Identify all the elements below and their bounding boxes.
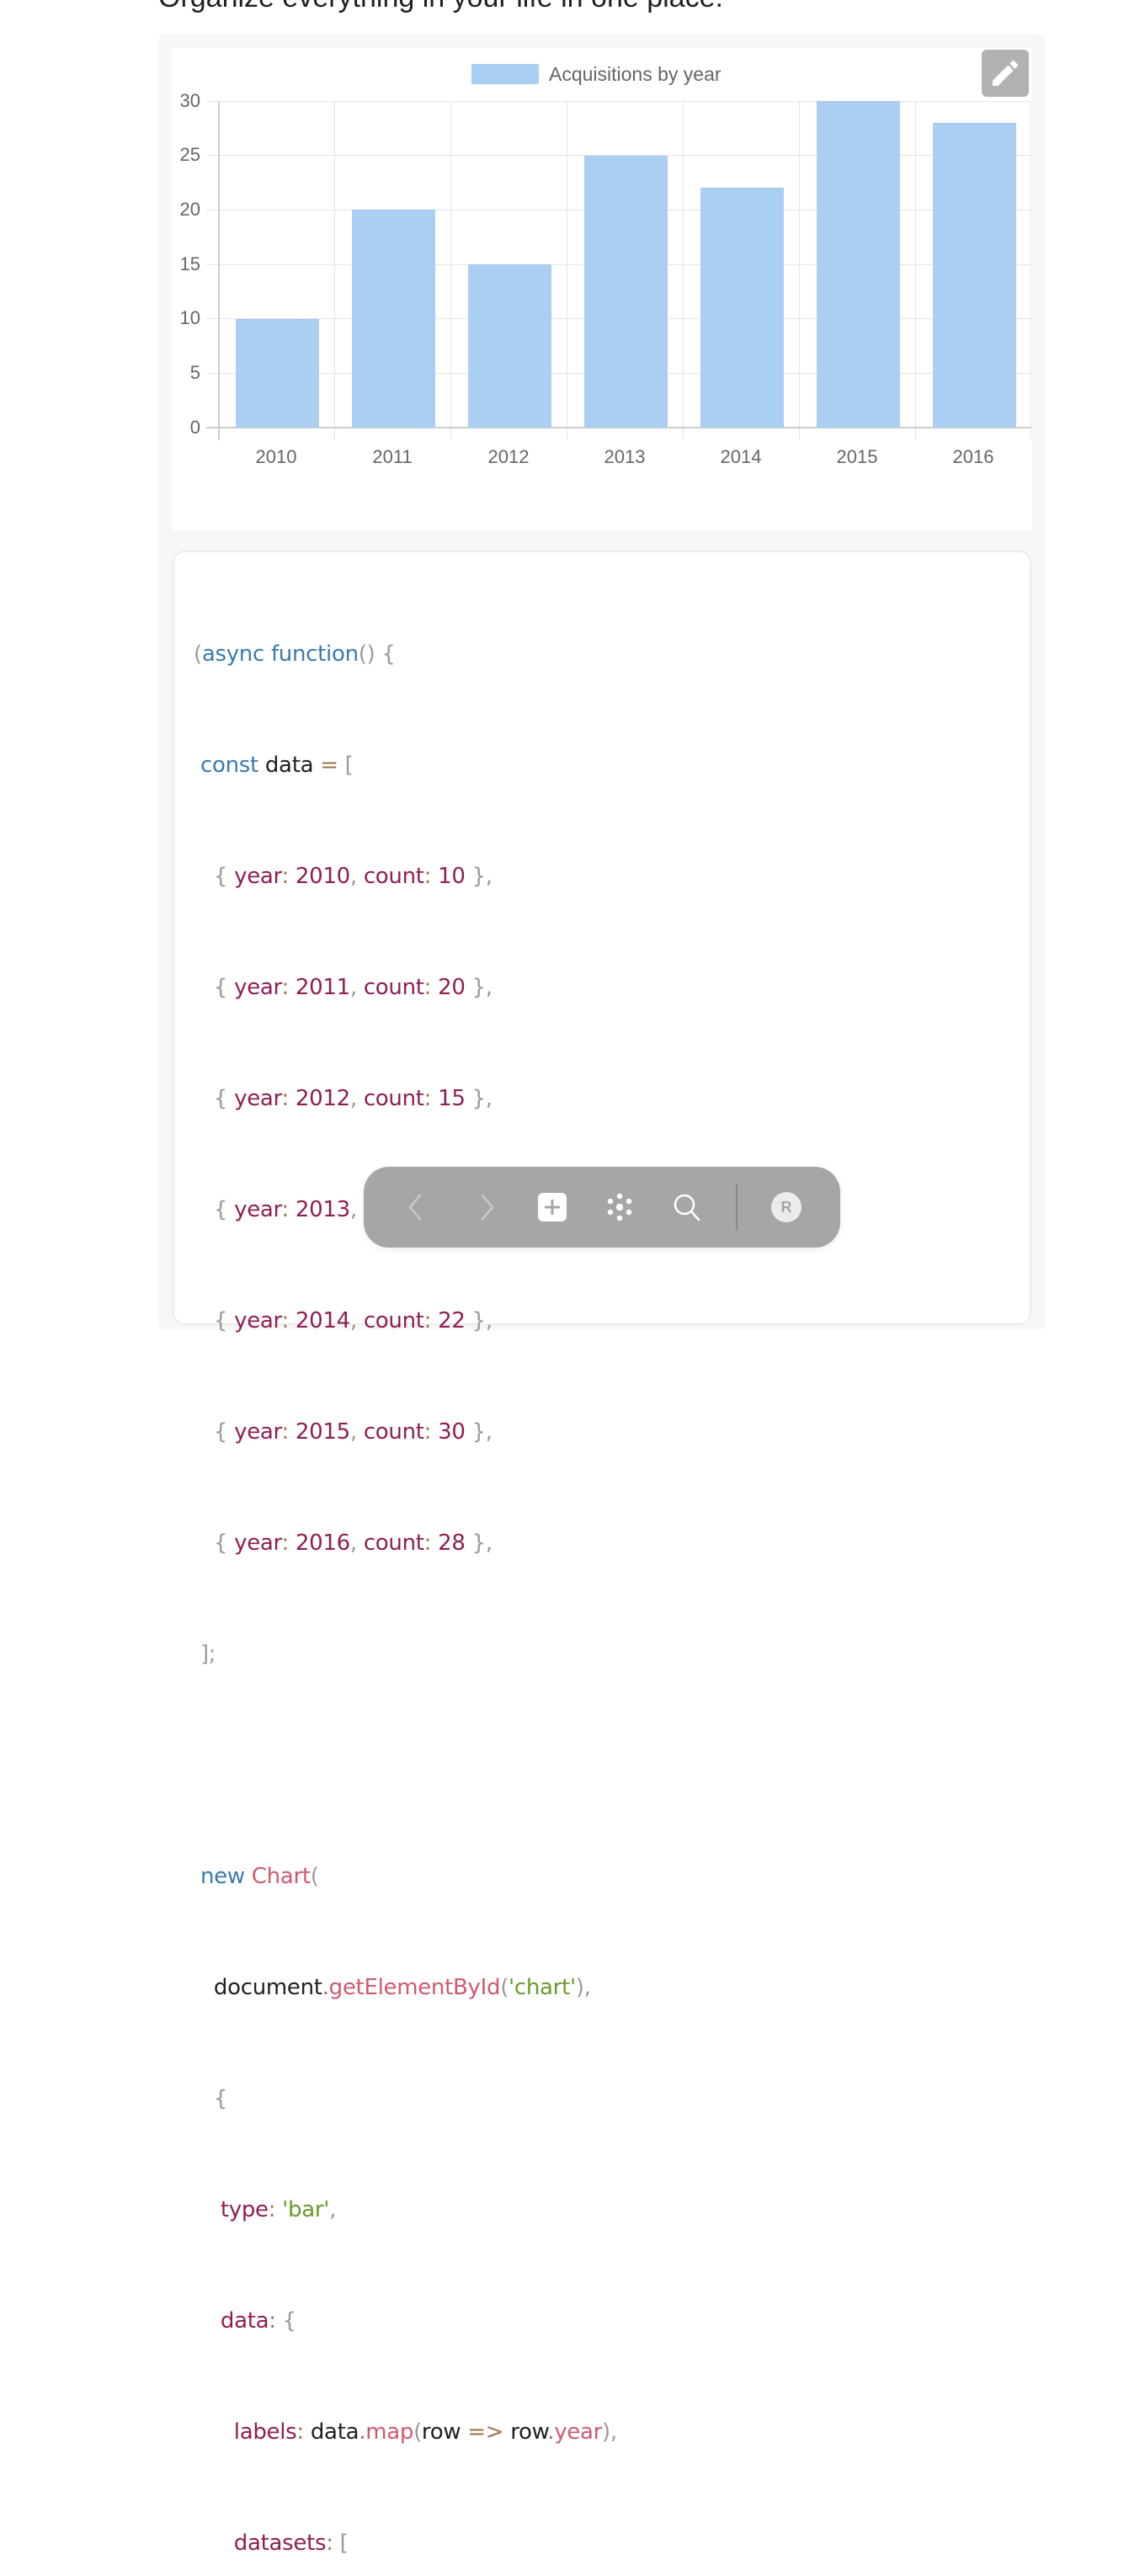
chevron-left-icon	[408, 1194, 422, 1221]
x-tick-label: 2014	[720, 446, 762, 467]
page-tagline: Organize everything in your life in one …	[158, 0, 723, 14]
code-line: const data = [	[194, 753, 354, 778]
x-tick-label: 2015	[836, 446, 878, 467]
gridline	[799, 101, 800, 440]
back-button[interactable]	[396, 1187, 436, 1227]
y-axis	[218, 101, 220, 440]
code-line: new Chart(	[194, 1864, 319, 1889]
forward-button[interactable]	[466, 1187, 507, 1227]
avatar: R	[771, 1192, 802, 1222]
code-line: { year: 2016, count: 28 },	[194, 1530, 493, 1556]
pencil-icon	[993, 60, 1019, 86]
code-line: ];	[194, 1642, 216, 1667]
legend-label: Acquisitions by year	[549, 62, 722, 85]
chevron-right-icon	[481, 1194, 494, 1221]
legend-swatch	[471, 64, 539, 84]
code-line	[194, 1747, 617, 1784]
chart-legend[interactable]: Acquisitions by year	[471, 62, 722, 86]
profile-button[interactable]: R	[766, 1187, 807, 1227]
bar-chart-plot: 30 25 20 15 10 5 0 2010 2011 2012 2013 2…	[180, 92, 1031, 467]
dots-grid-icon	[607, 1193, 632, 1221]
edit-button[interactable]	[982, 50, 1029, 97]
code-line: datasets: [	[194, 2531, 349, 2556]
y-tick-label: 15	[179, 253, 200, 274]
gridline	[915, 101, 916, 440]
code-line: { year: 2011, count: 20 },	[194, 975, 493, 1000]
bar-2012[interactable]	[467, 264, 551, 428]
code-line: { year: 2012, count: 15 },	[194, 1086, 493, 1111]
floating-toolbar: R	[364, 1167, 840, 1248]
x-tick-label: 2011	[372, 446, 413, 467]
x-tick-label: 2016	[952, 446, 994, 467]
y-tick-label: 25	[179, 144, 200, 165]
bar-2016[interactable]	[932, 123, 1016, 428]
x-axis	[206, 427, 1031, 428]
code-line: { year: 2010, count: 10 },	[194, 864, 493, 889]
code-line: labels: data.map(row => row.year),	[194, 2419, 617, 2445]
y-tick-label: 5	[189, 362, 200, 383]
code-line: data: {	[194, 2308, 296, 2334]
bar-2010[interactable]	[235, 319, 319, 428]
search-button[interactable]	[667, 1187, 707, 1227]
code-content[interactable]: (async function() { const data = [ { yea…	[194, 562, 617, 2576]
plus-square-icon	[538, 1193, 567, 1221]
gridline	[683, 101, 684, 440]
gridline	[206, 155, 1031, 156]
y-tick-label: 30	[179, 90, 200, 111]
x-tick-label: 2010	[255, 446, 297, 467]
search-icon	[674, 1194, 700, 1221]
apps-button[interactable]	[599, 1187, 640, 1227]
gridline	[206, 101, 1031, 102]
bar-2013[interactable]	[583, 156, 668, 428]
bar-2015[interactable]	[816, 101, 900, 428]
toolbar-divider	[736, 1184, 738, 1231]
code-line: (async function() {	[194, 641, 396, 667]
gridline	[1030, 101, 1031, 440]
x-tick-label: 2012	[487, 446, 530, 467]
bar-2011[interactable]	[351, 210, 435, 428]
y-tick-label: 20	[179, 199, 200, 220]
code-line: {	[194, 2086, 228, 2111]
gridline	[334, 101, 335, 440]
bar-2014[interactable]	[700, 188, 784, 428]
x-tick-label: 2013	[604, 446, 646, 467]
code-line: document.getElementById('chart'),	[194, 1975, 591, 2000]
new-tab-button[interactable]	[532, 1187, 572, 1227]
code-line: { year: 2015, count: 30 },	[194, 1419, 493, 1445]
code-line: type: 'bar',	[194, 2197, 337, 2222]
y-tick-label: 0	[189, 417, 200, 438]
gridline	[450, 101, 451, 440]
y-tick-label: 10	[179, 307, 200, 328]
code-line: { year: 2014, count: 22 },	[194, 1308, 493, 1333]
